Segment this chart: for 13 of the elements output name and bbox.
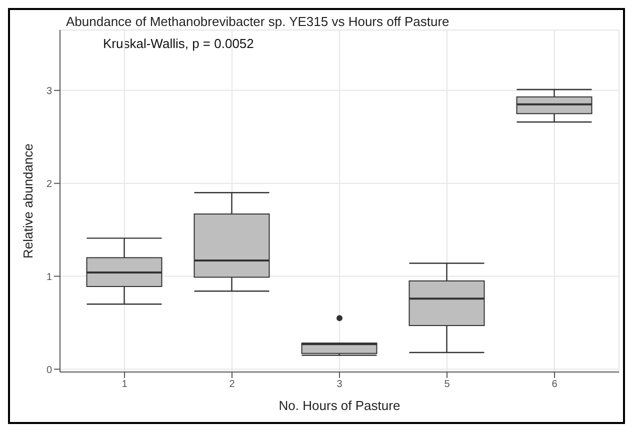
y-tick-label: 1 xyxy=(46,272,52,283)
annotation: Kruskal-Wallis, p = 0.0052 xyxy=(103,36,254,51)
x-tick-label: 1 xyxy=(122,379,128,390)
x-tick-label: 3 xyxy=(336,379,343,390)
y-tick-label: 2 xyxy=(46,178,52,190)
x-tick-label: 6 xyxy=(552,379,558,390)
y-axis-title: Relative abundance xyxy=(20,144,36,258)
x-tick-label: 5 xyxy=(444,379,450,390)
x-axis-title: No. Hours of Pasture xyxy=(278,398,400,413)
chart-title: Abundance of Methanobrevibacter sp. YE315 vs Hours off Pasture xyxy=(66,14,450,29)
x-tick-label: 2 xyxy=(229,379,236,390)
y-tick-label: 0 xyxy=(46,364,52,376)
y-tick-label: 3 xyxy=(46,86,52,97)
